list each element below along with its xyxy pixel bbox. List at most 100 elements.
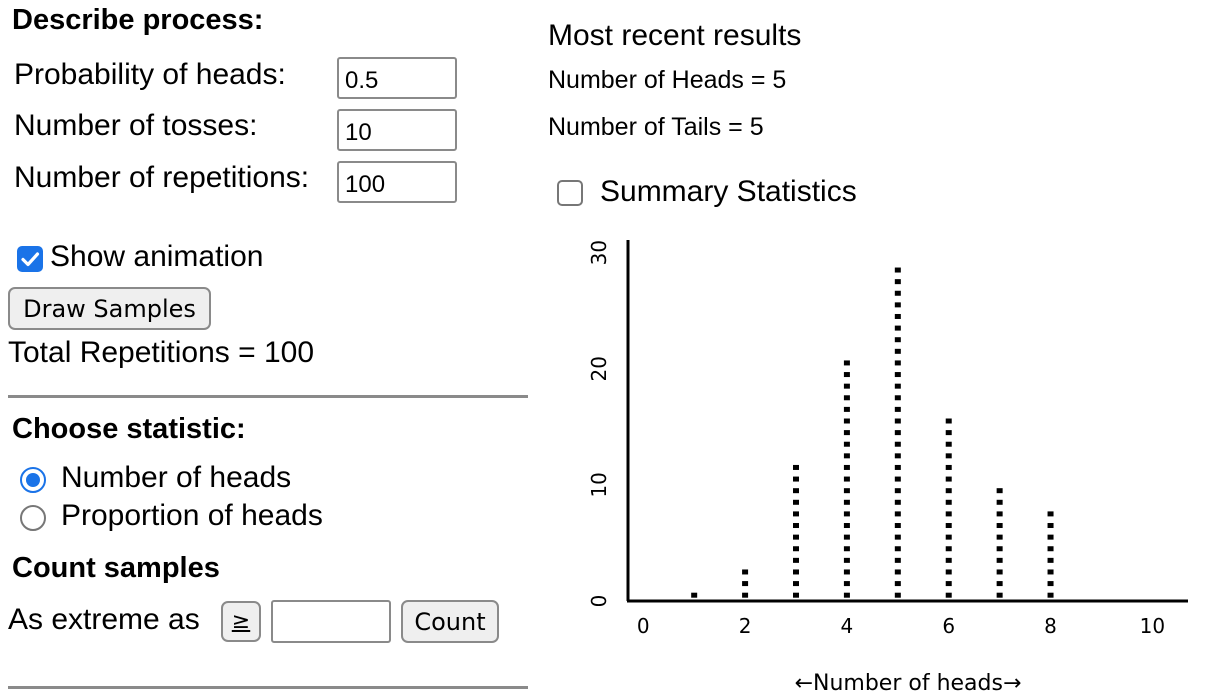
dot-x3-4 [793, 557, 799, 563]
dot-x8-3 [1047, 569, 1054, 575]
dot-x4-14 [843, 441, 850, 447]
dot-x6-4 [945, 557, 952, 563]
dot-x5-23 [894, 337, 901, 343]
dot-x7-1 [996, 592, 1003, 598]
dot-x5-16 [894, 418, 901, 424]
radio-number-of-heads-label: Number of heads [61, 461, 292, 494]
dot-x6-1 [945, 592, 952, 598]
dot-x4-18 [843, 395, 850, 401]
dot-x6-5 [945, 546, 952, 552]
dot-x7-3 [996, 569, 1003, 575]
dot-x5-10 [894, 488, 901, 494]
dot-x5-24 [894, 325, 901, 331]
repetitions-input[interactable] [337, 161, 457, 203]
dot-x6-2 [945, 581, 952, 587]
dot-x4-4 [843, 557, 850, 563]
dotplot-chart: 0 2 4 6 8 10 0 10 20 30 ←Number of heads→ [587, 240, 1188, 696]
dot-x3-3 [793, 569, 799, 575]
summary-statistics-checkbox[interactable] [557, 180, 583, 206]
dot-x6-10 [945, 488, 952, 494]
dot-x6-9 [945, 499, 952, 505]
draw-samples-button[interactable]: Draw Samples [8, 287, 211, 330]
dot-x4-17 [843, 406, 850, 412]
x-tick-label: 4 [841, 614, 854, 638]
dot-x6-11 [945, 476, 952, 482]
dot-x4-2 [843, 581, 850, 587]
dot-x4-9 [843, 499, 850, 505]
dot-x6-16 [945, 418, 952, 424]
dot-x4-1 [843, 592, 850, 598]
dot-x3-9 [793, 499, 799, 505]
tosses-label: Number of tosses: [14, 109, 258, 142]
y-tick-label: 0 [587, 595, 611, 608]
show-animation-checkbox[interactable] [17, 246, 43, 272]
x-tick-label: 6 [942, 614, 955, 638]
radio-proportion-of-heads[interactable] [20, 505, 46, 531]
dot-x7-8 [996, 511, 1003, 517]
dot-x3-11 [793, 476, 799, 482]
results-title: Most recent results [548, 19, 802, 52]
dot-x3-12 [793, 464, 799, 470]
dot-x6-6 [945, 534, 952, 540]
x-tick-label: 10 [1140, 614, 1165, 638]
count-button[interactable]: Count [401, 600, 499, 643]
as-extreme-label: As extreme as [8, 603, 200, 636]
dot-x5-7 [894, 523, 901, 529]
dot-x4-16 [843, 418, 850, 424]
dot-x5-17 [894, 406, 901, 412]
dot-x5-8 [894, 511, 901, 517]
dot-x8-6 [1047, 534, 1054, 540]
y-tick-label: 20 [587, 356, 611, 381]
dot-x7-5 [996, 546, 1003, 552]
count-samples-heading: Count samples [12, 552, 220, 584]
y-tick-label: 10 [587, 472, 611, 497]
count-value-input[interactable] [271, 600, 391, 643]
dot-x5-22 [894, 348, 901, 354]
show-animation-label: Show animation [50, 240, 264, 273]
y-tick-labels: 0 10 20 30 [587, 240, 611, 607]
dot-x5-12 [894, 464, 901, 470]
dot-x2-1 [742, 592, 749, 598]
dot-x5-20 [894, 372, 901, 378]
dot-x5-4 [894, 557, 901, 563]
dot-x5-26 [894, 302, 901, 308]
probability-label: Probability of heads: [14, 58, 286, 91]
dot-x2-2 [742, 581, 749, 587]
dot-x3-2 [793, 581, 799, 587]
dot-x6-15 [945, 430, 952, 436]
probability-input[interactable] [337, 57, 457, 99]
radio-number-of-heads[interactable] [20, 467, 46, 493]
dot-x6-8 [945, 511, 952, 517]
dot-x5-1 [894, 592, 901, 598]
dot-x5-5 [894, 546, 901, 552]
choose-statistic-heading: Choose statistic: [12, 413, 246, 445]
dot-x4-11 [843, 476, 850, 482]
dot-x4-10 [843, 488, 850, 494]
dots-layer [691, 267, 1054, 598]
dot-x3-6 [793, 534, 799, 540]
dot-x4-21 [843, 360, 850, 366]
dot-x5-27 [894, 290, 901, 296]
dot-x6-7 [945, 523, 952, 529]
dot-x6-3 [945, 569, 952, 575]
operator-select[interactable]: ≥ [221, 601, 261, 642]
heads-result-text: Number of Heads = 5 [548, 66, 787, 94]
dot-x2-3 [742, 569, 749, 575]
dot-x5-18 [894, 395, 901, 401]
dot-x5-25 [894, 313, 901, 319]
dot-x4-5 [843, 546, 850, 552]
dot-x4-3 [843, 569, 850, 575]
dot-x5-3 [894, 569, 901, 575]
repetitions-label: Number of repetitions: [14, 161, 310, 194]
dot-x5-6 [894, 534, 901, 540]
describe-process-heading: Describe process: [12, 4, 264, 36]
tosses-input[interactable] [337, 109, 457, 151]
dot-x1-1 [691, 592, 698, 598]
x-tick-labels: 0 2 4 6 8 10 [637, 614, 1165, 638]
dot-x5-11 [894, 476, 901, 482]
dot-x6-13 [945, 453, 952, 459]
radio-selected-dot [26, 473, 40, 487]
radio-proportion-of-heads-label: Proportion of heads [61, 499, 323, 532]
dot-x3-8 [793, 511, 799, 517]
tails-result-text: Number of Tails = 5 [548, 113, 764, 141]
